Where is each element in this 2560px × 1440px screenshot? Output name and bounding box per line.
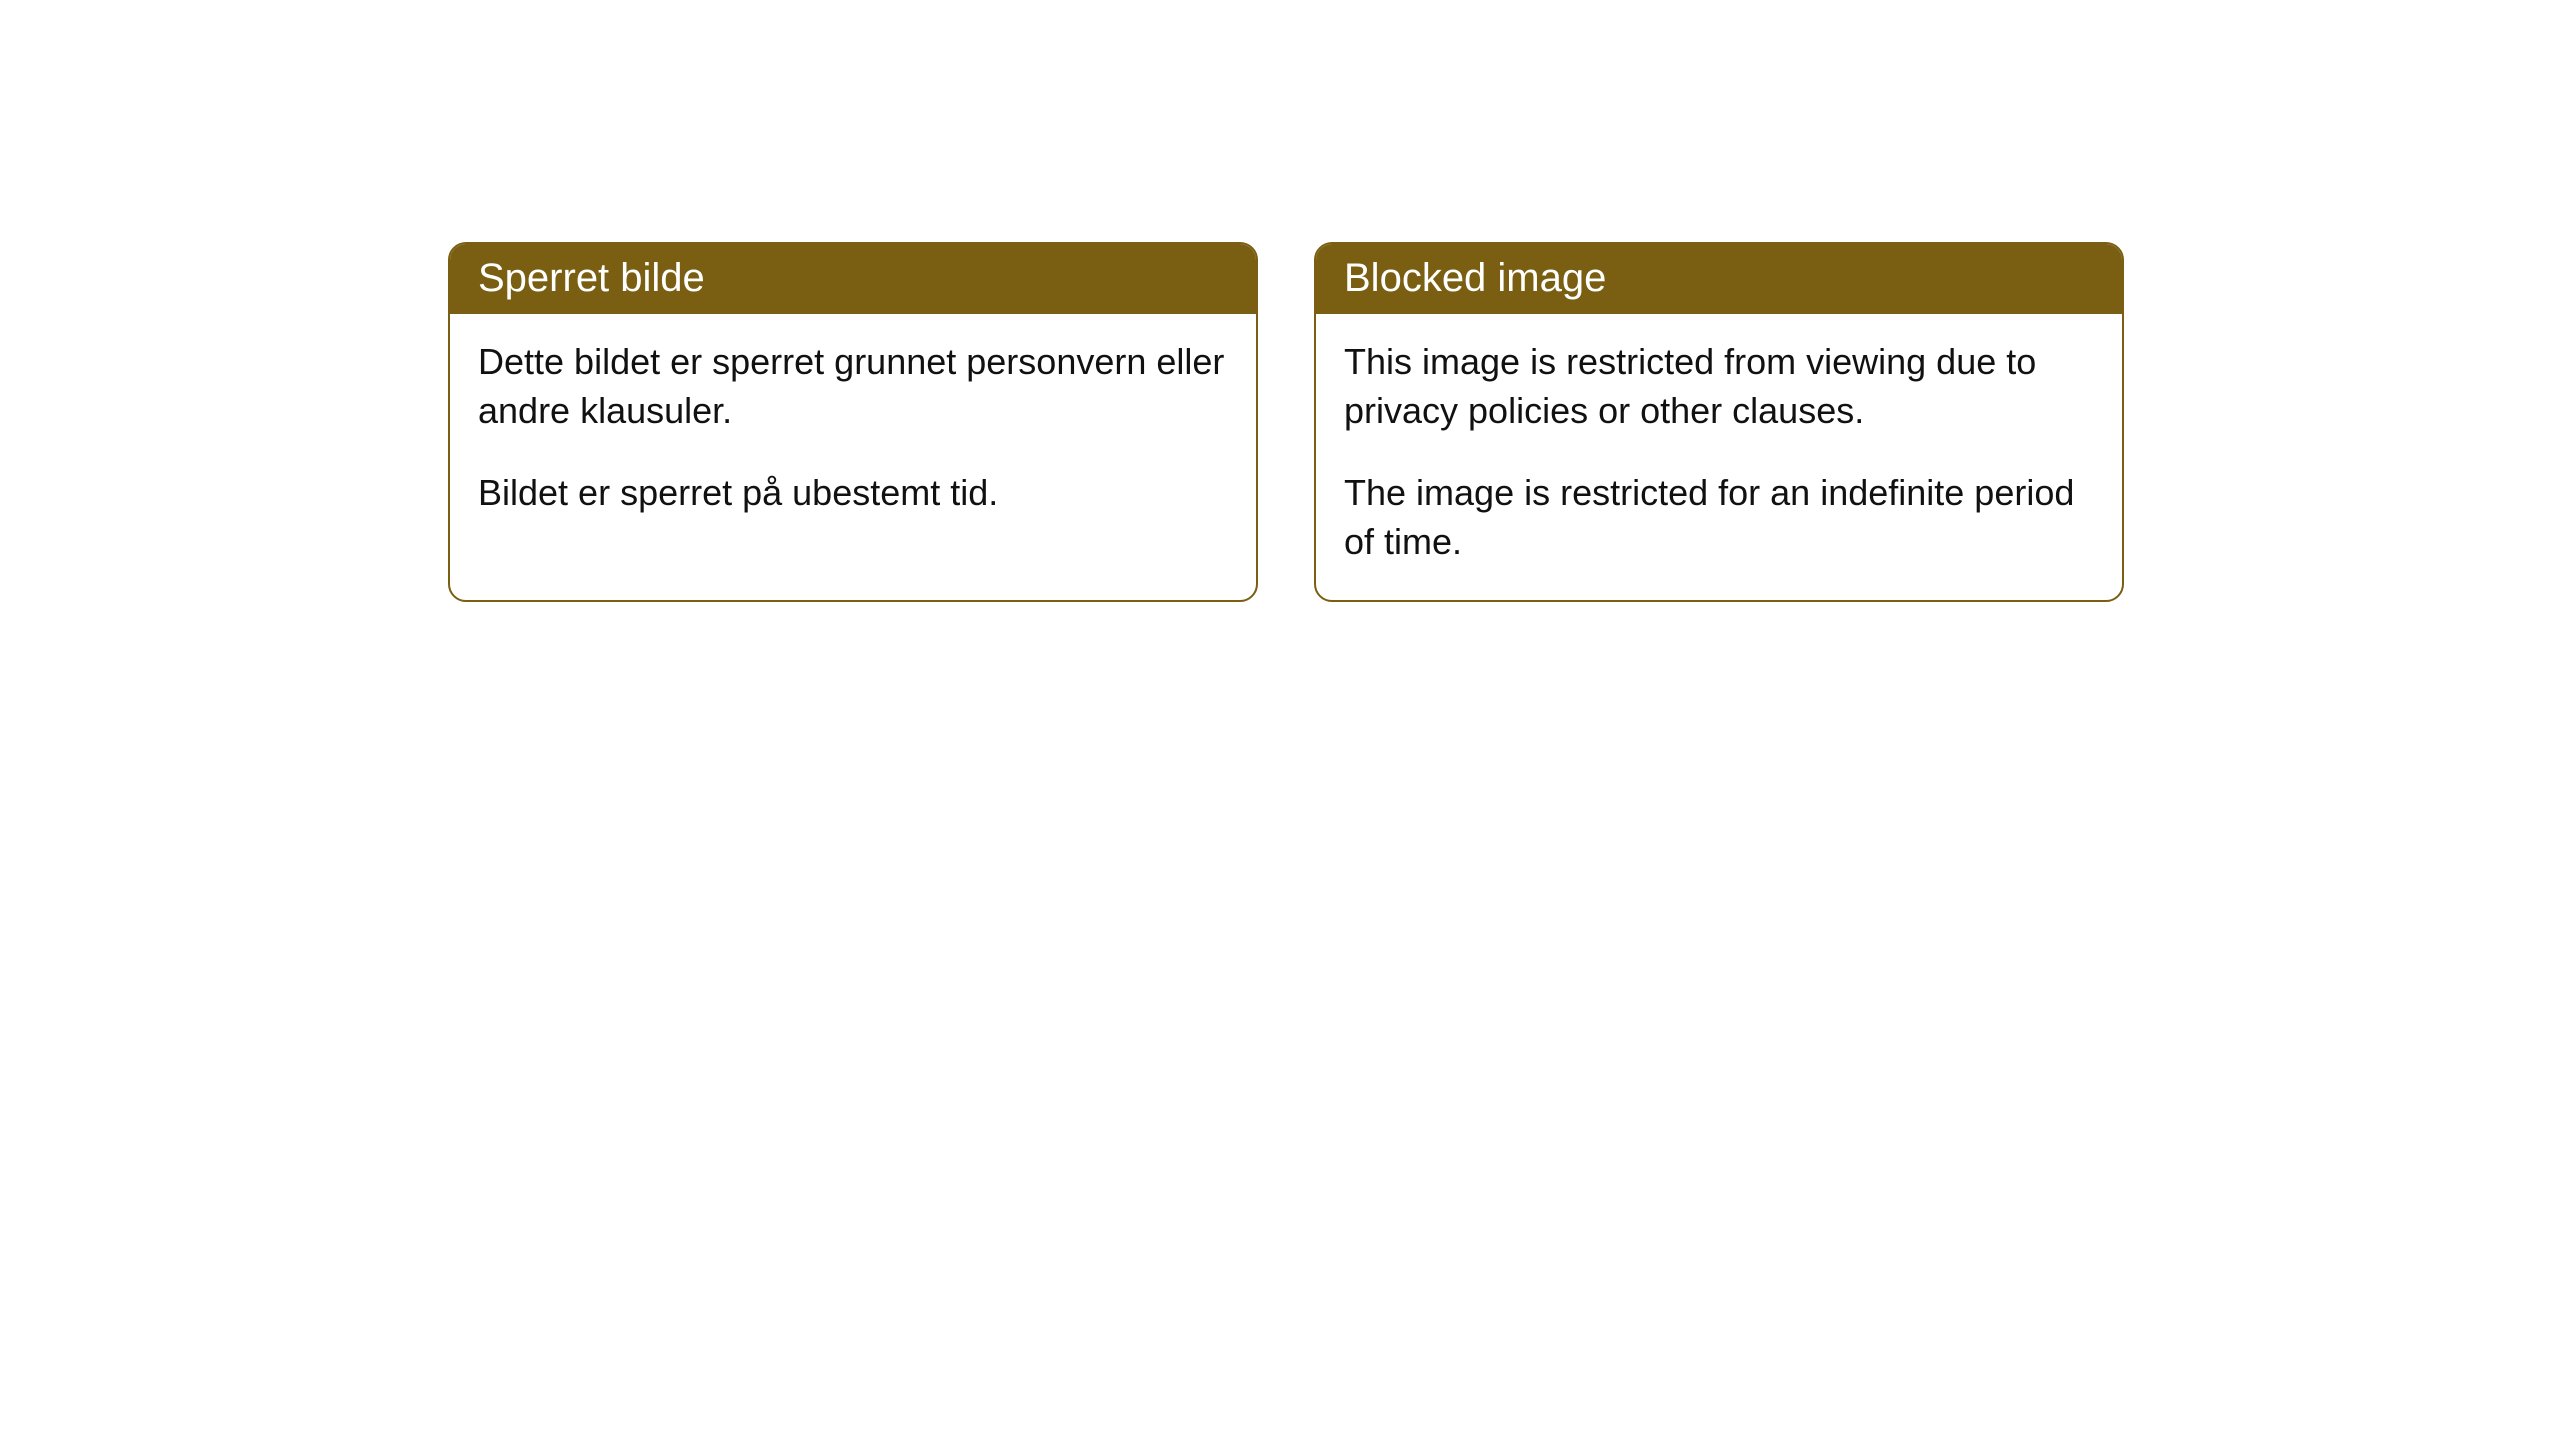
notice-card-norwegian: Sperret bilde Dette bildet er sperret gr… xyxy=(448,242,1258,602)
card-title: Blocked image xyxy=(1344,256,1606,300)
card-paragraph: Dette bildet er sperret grunnet personve… xyxy=(478,338,1228,435)
card-body: This image is restricted from viewing du… xyxy=(1316,314,2122,600)
card-paragraph: This image is restricted from viewing du… xyxy=(1344,338,2094,435)
card-body: Dette bildet er sperret grunnet personve… xyxy=(450,314,1256,552)
card-header: Sperret bilde xyxy=(450,244,1256,314)
notice-cards-container: Sperret bilde Dette bildet er sperret gr… xyxy=(448,242,2124,602)
card-paragraph: Bildet er sperret på ubestemt tid. xyxy=(478,469,1228,518)
card-header: Blocked image xyxy=(1316,244,2122,314)
card-paragraph: The image is restricted for an indefinit… xyxy=(1344,469,2094,566)
card-title: Sperret bilde xyxy=(478,256,705,300)
notice-card-english: Blocked image This image is restricted f… xyxy=(1314,242,2124,602)
